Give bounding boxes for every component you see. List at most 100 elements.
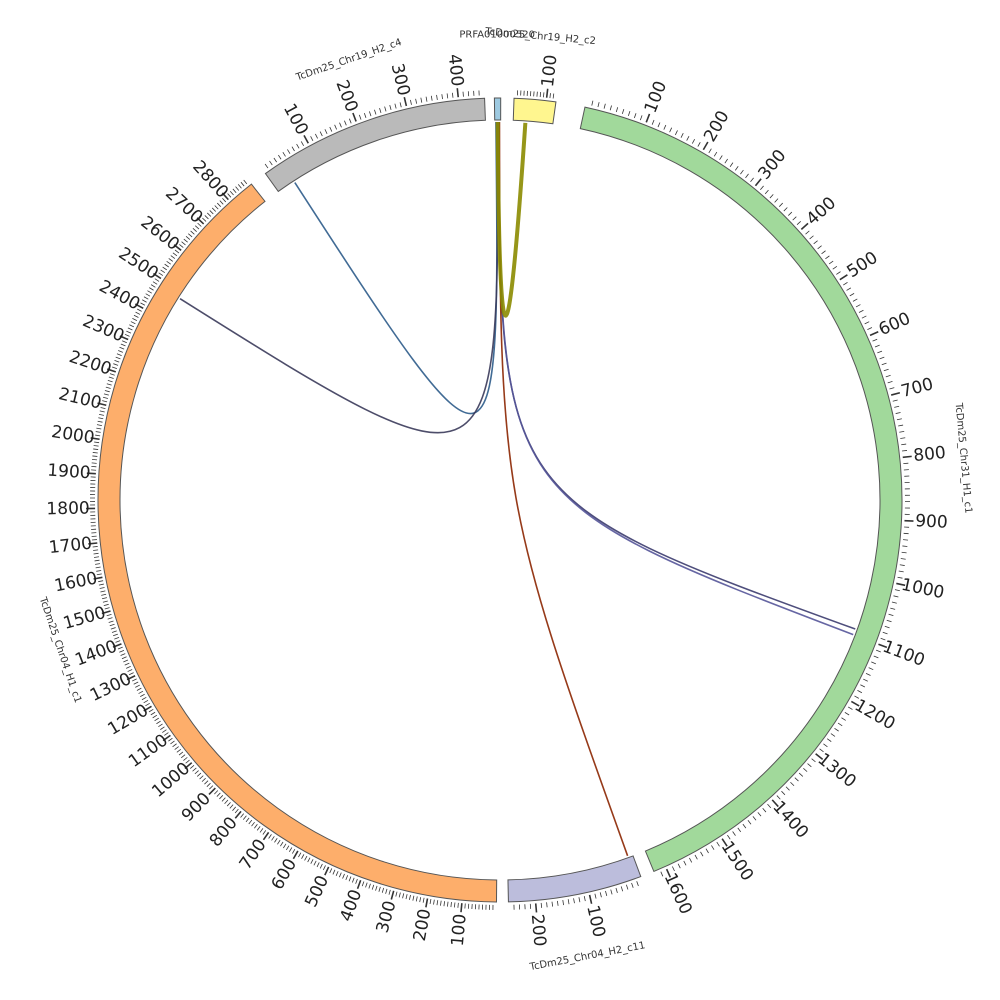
segment-arc-seg-chr19-c2 bbox=[512, 97, 557, 125]
segment-name-label: PRFA01000520 bbox=[459, 30, 535, 41]
tick-mark bbox=[901, 551, 907, 554]
tick-mark bbox=[599, 892, 602, 898]
tick-mark bbox=[262, 830, 267, 835]
tick-mark bbox=[332, 869, 336, 875]
tick-mark bbox=[415, 98, 418, 104]
tick-mark bbox=[201, 777, 206, 782]
tick-label: 100 bbox=[582, 903, 609, 939]
tick-mark bbox=[890, 607, 896, 610]
tick-mark bbox=[894, 405, 900, 408]
tick-mark bbox=[858, 309, 864, 313]
tick-label: 100 bbox=[538, 54, 562, 89]
tick-label: 200 bbox=[331, 77, 361, 114]
tick-label: 300 bbox=[387, 62, 414, 98]
tick-mark bbox=[781, 790, 786, 796]
tick-mark bbox=[108, 376, 114, 379]
tick-mark bbox=[291, 146, 295, 152]
tick-mark bbox=[562, 900, 564, 906]
tick-mark bbox=[88, 542, 98, 545]
tick-mark bbox=[324, 129, 328, 134]
tick-mark bbox=[790, 781, 795, 787]
tick-mark bbox=[420, 97, 423, 103]
tick-mark bbox=[540, 902, 543, 908]
tick-label: 1200 bbox=[851, 695, 898, 734]
tick-mark bbox=[368, 883, 371, 889]
tick-mark bbox=[636, 881, 639, 887]
tick-mark bbox=[844, 712, 850, 716]
segment-arc-seg-prfa bbox=[493, 97, 502, 121]
tick-label: 200 bbox=[700, 107, 734, 145]
tick-mark bbox=[849, 293, 855, 297]
tick-label: 100 bbox=[279, 100, 312, 138]
tick-mark bbox=[95, 566, 101, 569]
tick-mark bbox=[285, 845, 290, 851]
tick-mark bbox=[663, 124, 667, 130]
tick-mark bbox=[878, 643, 888, 649]
tick-mark bbox=[436, 94, 438, 100]
tick-mark bbox=[101, 593, 107, 596]
tick-mark bbox=[152, 281, 158, 285]
tick-mark bbox=[610, 889, 613, 895]
tick-mark bbox=[874, 344, 880, 348]
tick-mark bbox=[365, 882, 368, 888]
tick-mark bbox=[234, 810, 242, 819]
tick-mark bbox=[95, 563, 101, 565]
tick-mark bbox=[93, 549, 99, 551]
tick-mark bbox=[872, 338, 878, 342]
tick-mark bbox=[815, 753, 824, 761]
tick-mark bbox=[133, 681, 139, 685]
tick-mark bbox=[127, 327, 133, 331]
tick-mark bbox=[803, 768, 808, 772]
tick-label: 800 bbox=[206, 813, 242, 851]
tick-label: 400 bbox=[444, 53, 467, 87]
tick-mark bbox=[447, 901, 449, 907]
tick-mark bbox=[871, 661, 877, 665]
tick-label: 2600 bbox=[137, 212, 183, 254]
tick-mark bbox=[821, 250, 826, 255]
tick-mark bbox=[232, 188, 237, 194]
tick-label: 400 bbox=[336, 887, 366, 924]
tick-mark bbox=[713, 151, 718, 157]
tick-mark bbox=[92, 452, 98, 454]
tick-mark bbox=[185, 236, 191, 240]
tick-mark bbox=[881, 362, 887, 366]
tick-mark bbox=[832, 265, 838, 270]
tick-mark bbox=[594, 893, 597, 899]
tick-label: 1000 bbox=[148, 759, 194, 802]
tick-mark bbox=[127, 669, 133, 672]
tick-label: 800 bbox=[912, 443, 946, 466]
tick-mark bbox=[282, 152, 286, 157]
tick-mark bbox=[280, 841, 284, 847]
tick-mark bbox=[130, 321, 136, 325]
tick-mark bbox=[591, 100, 594, 106]
tick-mark bbox=[363, 112, 367, 118]
tick-mark bbox=[164, 263, 169, 268]
tick-mark bbox=[557, 900, 559, 906]
tick-mark bbox=[154, 717, 159, 722]
tick-mark bbox=[152, 714, 158, 719]
tick-mark bbox=[115, 640, 121, 643]
tick-mark bbox=[583, 896, 586, 902]
tick-mark bbox=[229, 190, 234, 196]
tick-mark bbox=[767, 803, 772, 809]
tick-mark bbox=[897, 576, 903, 579]
tick-mark bbox=[443, 901, 446, 907]
tick-mark bbox=[319, 131, 323, 137]
tick-mark bbox=[358, 114, 362, 120]
tick-mark bbox=[660, 871, 664, 877]
tick-mark bbox=[237, 184, 242, 189]
tick-label: 1200 bbox=[105, 700, 152, 739]
tick-mark bbox=[850, 700, 860, 707]
tick-mark bbox=[873, 655, 879, 659]
tick-mark bbox=[757, 812, 762, 817]
tick-mark bbox=[694, 854, 698, 860]
tick-mark bbox=[716, 841, 720, 847]
tick-mark bbox=[96, 424, 102, 426]
tick-mark bbox=[92, 546, 98, 548]
tick-mark bbox=[419, 897, 422, 903]
tick-mark bbox=[188, 233, 193, 238]
tick-mark bbox=[631, 882, 634, 888]
tick-mark bbox=[552, 93, 555, 99]
tick-mark bbox=[307, 857, 311, 863]
tick-mark bbox=[394, 103, 397, 109]
